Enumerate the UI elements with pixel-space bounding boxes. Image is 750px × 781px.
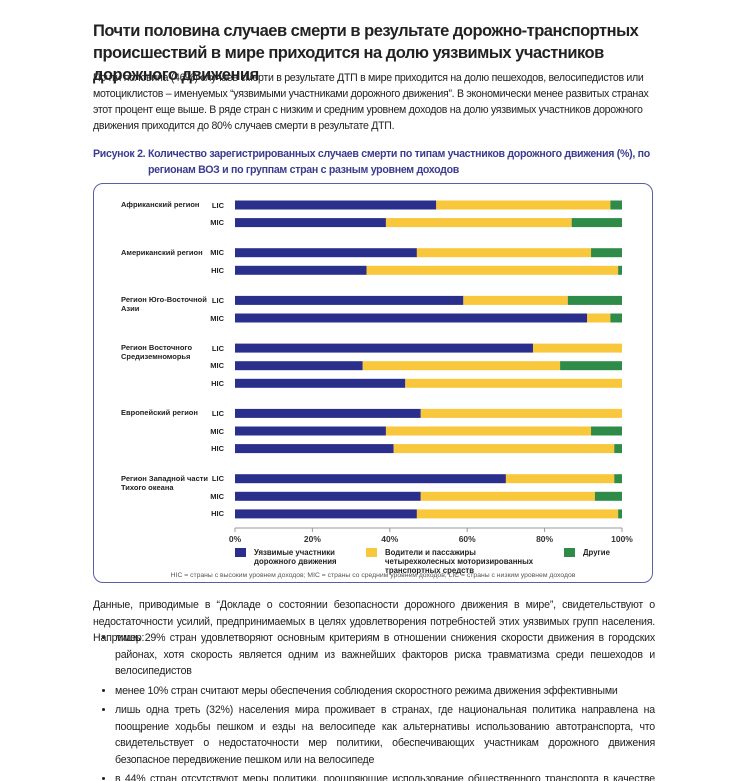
bullet-item: лишь 29% стран удовлетворяют основным кр… <box>115 630 655 680</box>
category-label: MIC <box>210 313 224 323</box>
category-label: MIC <box>210 361 224 371</box>
bar-segment <box>235 218 386 228</box>
bar-segment <box>235 361 363 371</box>
bar-segment <box>385 426 592 436</box>
bar-segment <box>235 265 367 275</box>
bullet-list: лишь 29% стран удовлетворяют основным кр… <box>93 630 655 781</box>
x-tick-label: 0% <box>229 534 242 544</box>
bar-segment <box>235 378 406 388</box>
bar-segment <box>385 218 572 228</box>
bar-segment <box>591 248 622 258</box>
category-label: HIC <box>211 378 224 388</box>
bar-segment <box>405 378 622 388</box>
category-label: HIC <box>211 509 224 519</box>
bar-segment <box>235 343 533 353</box>
bullet-item: в 44% стран отсутствуют меры политики, п… <box>115 771 655 781</box>
bar-segment <box>587 313 611 323</box>
bullet-item: менее 10% стран считают меры обеспечения… <box>115 683 655 700</box>
legend-item: Водители и пассажиры четырехколесных мот… <box>366 548 535 575</box>
group-label: Европейский регион <box>121 408 198 418</box>
x-tick-label: 40% <box>381 534 398 544</box>
bar-segment <box>235 509 417 519</box>
bar-segment <box>235 491 421 501</box>
x-tick-label: 20% <box>304 534 321 544</box>
x-tick-label: 80% <box>536 534 553 544</box>
bar-segment <box>362 361 561 371</box>
bar-segment <box>618 265 622 275</box>
x-tick-label: 60% <box>459 534 476 544</box>
bar-segment <box>436 200 611 210</box>
bar-segment <box>416 248 592 258</box>
figure-caption: Рисунок 2. Количество зарегистрированных… <box>93 148 650 176</box>
category-label: MIC <box>210 426 224 436</box>
bar-segment <box>235 248 417 258</box>
legend-label: Другие <box>583 548 610 557</box>
legend-label: Водители и пассажиры четырехколесных мот… <box>385 548 534 575</box>
bar-segment <box>235 426 386 436</box>
intro: Почти половина (46%) случаев смерти в ре… <box>93 72 649 132</box>
bar-segment <box>235 474 506 484</box>
category-label: MIC <box>210 248 224 258</box>
legend-swatch <box>235 548 246 557</box>
legend-item: Другие <box>564 548 643 557</box>
bar-segment <box>614 474 622 484</box>
group-label: Регион Юго-Восточной Азии <box>121 295 207 314</box>
category-label: LIC <box>211 474 224 484</box>
group-label: Регион Западной части Тихого океана <box>121 473 209 492</box>
category-label: MIC <box>210 491 224 501</box>
category-label: LIC <box>211 295 224 305</box>
bar-segment <box>235 444 394 454</box>
bar-segment <box>393 444 615 454</box>
bar-segment <box>594 491 622 501</box>
bullet-item: лишь одна треть (32%) населения мира про… <box>115 702 655 768</box>
x-tick-label: 100% <box>611 534 633 544</box>
category-label: HIC <box>211 265 224 275</box>
chart-note: HIC = страны с высоким уровнем доходов; … <box>170 572 576 579</box>
bar-segment <box>420 408 622 418</box>
legend-label: Уязвимые участники дорожного движения <box>254 548 337 566</box>
bar-segment <box>591 426 622 436</box>
chart-box: 0% 20% 40% 60% 80% 100% HIC = страны с высоки… <box>93 183 653 583</box>
legend-swatch <box>564 548 575 557</box>
bar-segment <box>366 265 619 275</box>
title: Почти половина случаев смерти в результа… <box>93 22 639 84</box>
legend-swatch <box>366 548 377 557</box>
bar-segment <box>505 474 615 484</box>
bar-segment <box>532 343 622 353</box>
group-label: Африканский регион <box>121 200 200 209</box>
category-label: LIC <box>211 408 224 418</box>
chart: 0% 20% 40% 60% 80% 100% <box>229 200 633 544</box>
group-label: Регион Восточного Средиземноморья <box>121 343 193 362</box>
bar-segment <box>420 491 595 501</box>
bar-segment <box>235 313 588 323</box>
bar-segment <box>610 313 622 323</box>
bar-segment <box>567 295 622 305</box>
paragraph: Данные, приводимые в “Докладе о состояни… <box>93 599 655 644</box>
bar-segment <box>416 509 619 519</box>
category-label: HIC <box>211 444 224 454</box>
bar-segment <box>235 408 421 418</box>
bar-segment <box>614 444 622 454</box>
bar-segment <box>571 218 622 228</box>
bar-segment <box>560 361 622 371</box>
bar-segment <box>618 509 622 519</box>
bar-segment <box>610 200 622 210</box>
category-label: MIC <box>210 218 224 228</box>
legend-item: Уязвимые участники дорожного движения <box>235 548 354 566</box>
category-label: LIC <box>211 343 224 353</box>
bar-segment <box>463 295 568 305</box>
bar-segment <box>235 200 437 210</box>
category-label: LIC <box>211 200 224 210</box>
group-label: Американский регион <box>121 247 203 257</box>
bar-segment <box>235 295 464 305</box>
